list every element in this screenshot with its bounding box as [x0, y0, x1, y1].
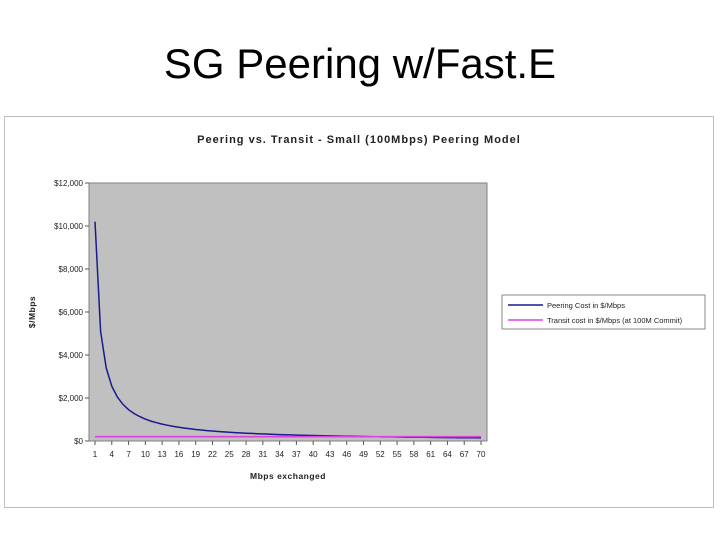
x-axis-label: Mbps exchanged [250, 471, 326, 481]
x-tick-label: 67 [460, 450, 469, 459]
x-tick-label: 7 [126, 450, 131, 459]
legend-box [501, 294, 706, 330]
x-tick-label: 43 [326, 450, 335, 459]
x-tick-label: 22 [208, 450, 217, 459]
plot-area [88, 182, 488, 442]
y-tick-label: $12,000 [54, 179, 83, 188]
x-tick-label: 28 [242, 450, 251, 459]
legend-label-transit: Transit cost in $/Mbps (at 100M Commit) [547, 316, 683, 325]
x-tick-label: 70 [477, 450, 486, 459]
x-tick-label: 13 [158, 450, 167, 459]
x-tick-label: 10 [141, 450, 150, 459]
y-tick-label: $8,000 [59, 265, 84, 274]
y-tick-label: $0 [74, 437, 83, 446]
x-tick-label: 64 [443, 450, 452, 459]
y-tick-label: $2,000 [59, 394, 84, 403]
chart-frame: Peering vs. Transit - Small (100Mbps) Pe… [4, 116, 714, 508]
x-tick-label: 16 [174, 450, 183, 459]
legend: Peering Cost in $/Mbps Transit cost in $… [501, 294, 706, 330]
legend-label-peering: Peering Cost in $/Mbps [547, 301, 625, 310]
y-tick-label: $6,000 [59, 308, 84, 317]
x-tick-label: 46 [342, 450, 351, 459]
x-tick-label: 37 [292, 450, 301, 459]
x-tick-label: 52 [376, 450, 385, 459]
x-tick-label: 55 [393, 450, 402, 459]
x-tick-label: 19 [191, 450, 200, 459]
x-tick-label: 34 [275, 450, 284, 459]
x-tick-label: 4 [110, 450, 115, 459]
y-tick-label: $10,000 [54, 222, 83, 231]
x-tick-label: 49 [359, 450, 368, 459]
x-tick-label: 1 [93, 450, 98, 459]
chart-title: Peering vs. Transit - Small (100Mbps) Pe… [197, 134, 521, 146]
chart: Peering vs. Transit - Small (100Mbps) Pe… [27, 134, 706, 481]
x-tick-label: 40 [309, 450, 318, 459]
x-tick-label: 31 [258, 450, 267, 459]
x-tick-label: 25 [225, 450, 234, 459]
y-tick-label: $4,000 [59, 351, 84, 360]
x-tick-label: 58 [409, 450, 418, 459]
y-axis-label: $/Mbps [27, 296, 37, 328]
slide-title: SG Peering w/Fast.E [163, 40, 557, 87]
x-tick-label: 61 [426, 450, 435, 459]
